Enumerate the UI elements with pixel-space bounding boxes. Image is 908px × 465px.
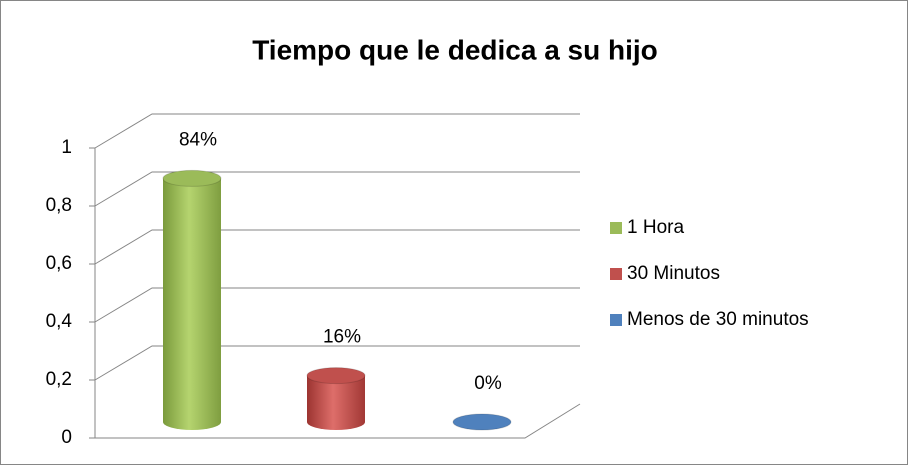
legend-label: Menos de 30 minutos [627,309,809,330]
y-tick-label: 0 [61,427,72,448]
value-label: 0% [474,373,502,394]
bar-top [306,367,366,385]
y-tick-label: 0,6 [46,253,72,274]
y-tick-label: 0,2 [46,369,72,390]
bar [163,178,221,430]
y-tick-label: 1 [61,137,72,158]
chart-title: Tiempo que le dedica a su hijo [252,34,658,65]
grid-line [94,171,580,207]
y-tick-label: 0,8 [46,195,72,216]
grid-line [94,345,580,381]
bar-top [162,169,222,187]
grid-line [94,113,580,149]
legend-label: 30 Minutos [627,263,720,284]
floor [95,403,581,439]
legend-label: 1 Hora [627,217,684,238]
legend-swatch [610,268,622,280]
value-label: 16% [323,327,361,348]
value-label: 84% [179,129,217,150]
grid-line [94,229,580,265]
legend-swatch [610,314,622,326]
bar [307,375,365,430]
bar-top [452,413,512,431]
grid-line [94,287,580,323]
y-tick-label: 0,4 [46,311,73,332]
legend-swatch [610,222,622,234]
